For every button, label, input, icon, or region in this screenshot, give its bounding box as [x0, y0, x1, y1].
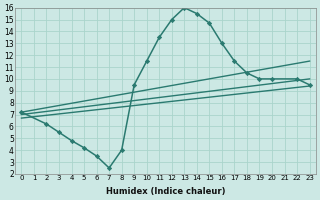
X-axis label: Humidex (Indice chaleur): Humidex (Indice chaleur) [106, 187, 225, 196]
